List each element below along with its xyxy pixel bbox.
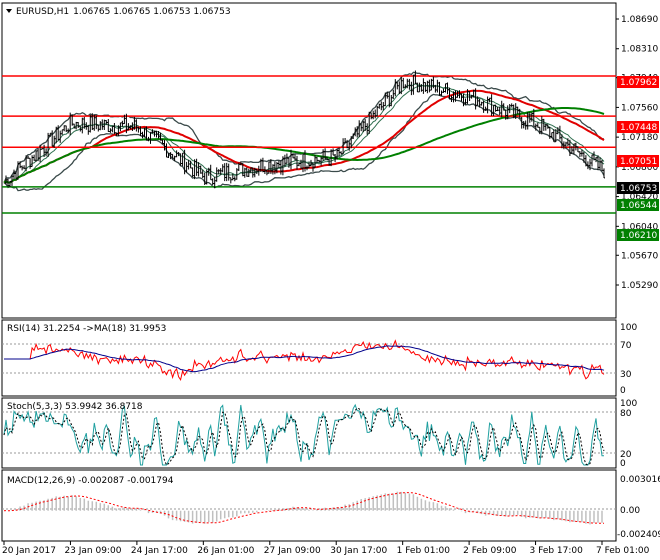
stoch-main-line [3, 403, 604, 466]
current-price-tag-text: 1.06753 [620, 184, 657, 194]
level-tag-r3-text: 1.07051 [620, 157, 657, 167]
time-axis: 20 Jan 2017 23 Jan 09:00 24 Jan 17:00 26 Ja… [2, 541, 650, 556]
macd-label: MACD(12,26,9) -0.002087 -0.001794 [7, 476, 174, 486]
time-tick-label: 7 Feb 01:00 [596, 546, 650, 556]
time-tick-label: 24 Jan 17:00 [131, 546, 188, 556]
ohlc-bars [5, 70, 605, 189]
time-tick-label: 27 Jan 09:00 [264, 546, 321, 556]
rsi-label: RSI(14) 31.2254 ->MA(18) 31.9953 [7, 324, 166, 334]
level-tag-r1 [617, 76, 659, 88]
time-tick-label: 26 Jan 01:00 [197, 546, 254, 556]
level-tag-s2-text: 1.06210 [620, 231, 657, 241]
level-tag-r2-text: 1.07448 [620, 123, 657, 133]
stoch-lines [3, 403, 605, 466]
rsi-ma-line [4, 345, 605, 373]
price-tick-label: 1.08310 [621, 45, 658, 55]
macd-signal-line [3, 492, 605, 524]
price-tick-label: 1.06420 [621, 193, 658, 203]
stoch-signal-line [3, 407, 605, 466]
level-tag-r3 [617, 155, 659, 167]
price-panel[interactable] [1, 2, 617, 319]
level-tag-r2 [617, 121, 659, 133]
price-tick-label: 1.06800 [621, 163, 658, 173]
ma-green-line [3, 107, 605, 184]
svg-text:EURUSD,H11.06765 1.06765 1.067: EURUSD,H1 1.06765 1.06765 1.06753 1.06753 [16, 7, 231, 17]
stoch-tick-20: 20 [620, 450, 632, 460]
time-tick-label: 23 Jan 09:00 [64, 546, 121, 556]
rsi-tick-30: 30 [620, 370, 632, 380]
stoch-tick-80: 80 [620, 409, 632, 419]
rsi-lines [4, 339, 605, 382]
symbol-label: EURUSD,H1 [16, 7, 69, 17]
time-tick-label: 30 Jan 17:00 [330, 546, 387, 556]
time-tick-label: 3 Feb 17:00 [530, 546, 584, 556]
rsi-tick-0: 0 [620, 386, 626, 396]
level-tag-s1 [617, 199, 659, 211]
stoch-tick-100: 100 [620, 399, 637, 409]
macd-tick-bottom: -0.002409 [617, 530, 660, 540]
level-tags: 1.07962 1.07448 1.07051 1.06753 1.06544 … [617, 76, 659, 241]
stoch-tick-0: 0 [620, 459, 626, 469]
stoch-label: Stoch(5,3,3) 53.9942 36.8718 [7, 402, 143, 412]
time-tick-label: 2 Feb 09:00 [463, 546, 517, 556]
price-axis: 1.086901.083101.079401.075601.071801.068… [616, 15, 658, 291]
price-tick-label: 1.05670 [621, 251, 658, 261]
current-price-tag [617, 182, 659, 194]
macd-tick-top: 0.003016 [620, 475, 660, 485]
rsi-tick-70: 70 [620, 341, 632, 351]
macd-histogram [3, 491, 605, 525]
time-tick-label: 20 Jan 2017 [2, 546, 56, 556]
level-tag-s2 [617, 229, 659, 241]
price-tick-label: 1.08690 [621, 15, 658, 25]
level-tag-s1-text: 1.06544 [620, 201, 657, 211]
price-tick-label: 1.07560 [621, 103, 658, 113]
price-tick-label: 1.06040 [621, 222, 658, 232]
price-bars [5, 70, 605, 189]
level-tag-r1-text: 1.07962 [620, 78, 657, 88]
time-tick-label: 1 Feb 01:00 [397, 546, 451, 556]
ohlc-readout: 1.06765 1.06765 1.06753 1.06753 [73, 7, 230, 17]
rsi-tick-100: 100 [620, 323, 637, 333]
macd-tick-zero: 0.00 [620, 506, 640, 516]
ma-red-line [3, 89, 605, 184]
price-tick-label: 1.05290 [621, 281, 658, 291]
price-tick-label: 1.07180 [621, 133, 658, 143]
collapse-triangle-icon[interactable] [6, 9, 12, 13]
support-resistance-levels [2, 75, 616, 214]
